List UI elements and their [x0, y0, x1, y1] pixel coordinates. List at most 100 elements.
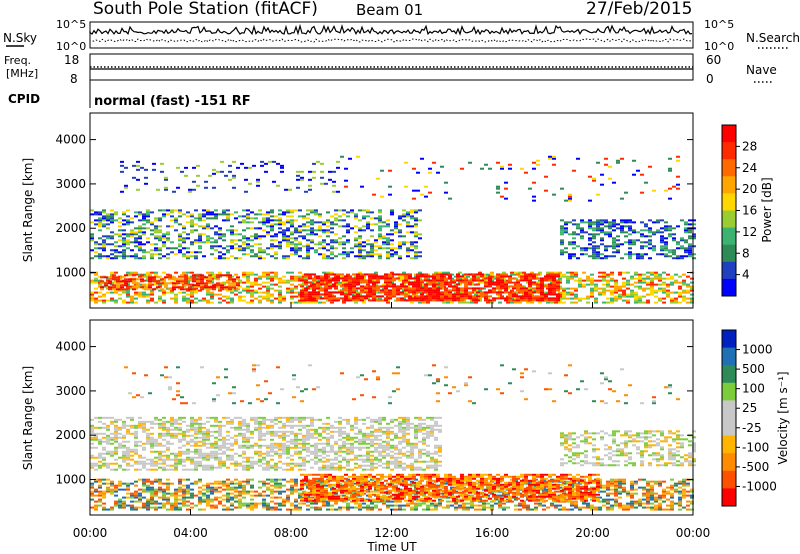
power-cell [624, 221, 628, 224]
power-cell [340, 155, 344, 158]
power-cell [692, 233, 696, 236]
power-cell [226, 295, 230, 298]
power-cell [444, 289, 448, 292]
power-cell [318, 253, 322, 256]
power-cell [334, 287, 338, 290]
velocity-cell [262, 480, 266, 483]
power-cell [540, 291, 544, 294]
power-cell [136, 164, 140, 167]
power-cell [170, 291, 174, 294]
power-cell [574, 287, 578, 290]
power-cell [246, 273, 250, 276]
power-cell [384, 279, 388, 282]
power-cell [634, 281, 638, 284]
power-cell [246, 281, 250, 284]
power-cell [332, 170, 336, 173]
power-cell [126, 235, 130, 238]
power-cell [328, 281, 332, 284]
power-cell [90, 249, 94, 252]
power-cell [154, 237, 158, 240]
power-cell [216, 286, 220, 289]
velocity-cell [654, 504, 658, 507]
power-cell [202, 213, 206, 216]
velocity-cell [238, 486, 242, 489]
power-cell [626, 283, 630, 286]
velocity-cell [270, 490, 274, 493]
power-cell [174, 247, 178, 250]
velocity-cell [562, 508, 566, 511]
power-cell [552, 291, 556, 294]
power-cell [658, 299, 662, 302]
power-cell [254, 217, 258, 220]
velocity-cell [154, 478, 158, 481]
power-cell [584, 249, 588, 252]
velocity-cell [614, 492, 618, 495]
power-cell [314, 251, 318, 254]
power-cell [348, 281, 352, 284]
power-cell [114, 213, 118, 216]
power-cell [372, 291, 376, 294]
power-cell [306, 239, 310, 242]
velocity-cell [270, 496, 274, 499]
power-cell [602, 275, 606, 278]
power-cell [666, 277, 670, 280]
power-cell [194, 241, 198, 244]
power-cell [152, 280, 156, 283]
velocity-cell [134, 492, 138, 495]
power-cell [236, 288, 240, 291]
power-cell [424, 285, 428, 288]
power-cell [516, 299, 520, 302]
power-cell [660, 235, 664, 238]
power-cell [668, 197, 672, 200]
power-cell [492, 281, 496, 284]
power-cell [566, 277, 570, 280]
velocity-cell [250, 478, 254, 481]
power-cell [380, 299, 384, 302]
velocity-cell [650, 494, 654, 497]
power-cell [178, 239, 182, 242]
power-cell [560, 241, 564, 244]
velocity-cell [374, 490, 378, 493]
power-cell [336, 160, 340, 163]
power-cell [436, 277, 440, 280]
velocity-cell [654, 496, 658, 499]
power-cell [554, 301, 558, 304]
power-cell [266, 293, 270, 296]
power-cell [134, 237, 138, 240]
power-cell [278, 279, 282, 282]
power-cell [690, 293, 694, 296]
power-cell [452, 279, 456, 282]
power-cell [320, 279, 324, 282]
velocity-cell [238, 504, 242, 507]
velocity-cell [254, 504, 258, 507]
power-cell [576, 157, 580, 160]
power-cell [298, 209, 302, 212]
power-cell [328, 273, 332, 276]
power-cell [666, 289, 670, 292]
power-cell [334, 255, 338, 258]
velocity-cell [462, 508, 466, 511]
power-cell [466, 301, 470, 304]
colorbar-tick-label: 20 [742, 182, 757, 196]
power-cell [508, 167, 512, 170]
power-cell [420, 293, 424, 296]
velocity-cell [150, 480, 154, 483]
velocity-cell [298, 502, 302, 505]
power-cell [294, 291, 298, 294]
power-cell [232, 280, 236, 283]
power-cell [236, 278, 240, 281]
power-cell [514, 301, 518, 304]
velocity-cell [146, 498, 150, 501]
velocity-cell [622, 504, 626, 507]
power-cell [282, 211, 286, 214]
velocity-cell [470, 494, 474, 497]
velocity-cell [646, 496, 650, 499]
power-cell [560, 249, 564, 252]
power-cell [362, 245, 366, 248]
power-cell [258, 287, 262, 290]
power-cell [126, 209, 130, 212]
velocity-cell [246, 482, 250, 485]
power-cell [138, 243, 142, 246]
velocity-cell [190, 482, 194, 485]
power-cell [232, 186, 236, 189]
